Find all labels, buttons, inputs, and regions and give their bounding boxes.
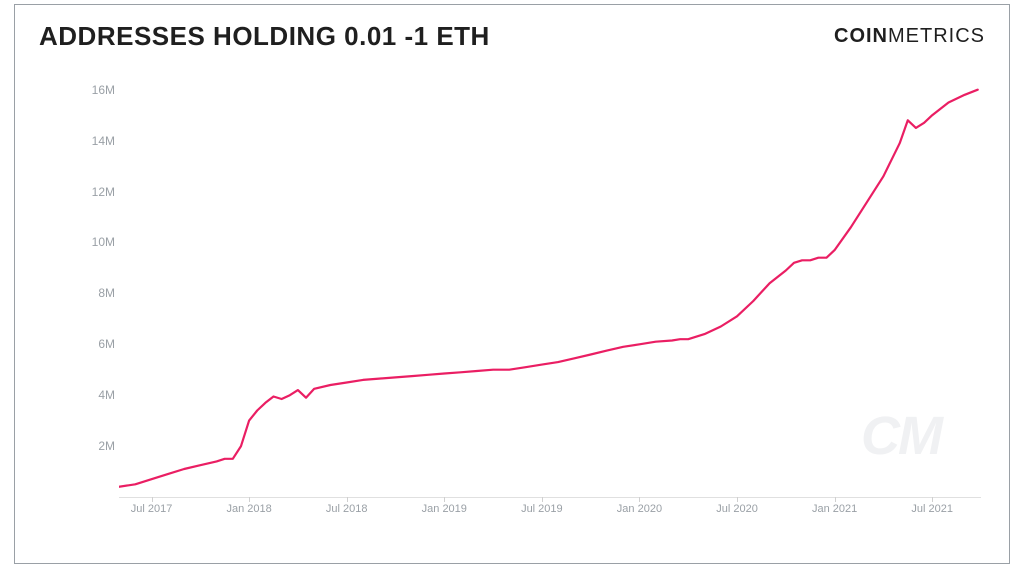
x-tick-label: Jul 2018 [326,503,368,515]
chart-area: CM 2M4M6M8M10M12M14M16MJul 2017Jan 2018J… [75,77,981,527]
y-tick-label: 10M [75,235,115,249]
y-tick-label: 12M [75,185,115,199]
line-series [119,77,981,497]
y-tick-label: 2M [75,439,115,453]
x-tick-label: Jan 2021 [812,503,857,515]
x-tick-label: Jan 2020 [617,503,662,515]
x-tick-mark [932,497,933,502]
y-tick-label: 16M [75,83,115,97]
x-tick-mark [249,497,250,502]
y-tick-label: 8M [75,286,115,300]
chart-title: ADDRESSES HOLDING 0.01 -1 ETH [39,21,490,52]
x-tick-label: Jan 2019 [422,503,467,515]
x-tick-mark [152,497,153,502]
x-tick-mark [542,497,543,502]
brand-light: METRICS [888,25,985,47]
x-tick-label: Jul 2020 [716,503,758,515]
brand-logo: COINMETRICS [834,25,985,48]
x-tick-label: Jul 2021 [911,503,953,515]
x-tick-mark [444,497,445,502]
x-tick-mark [639,497,640,502]
chart-header: ADDRESSES HOLDING 0.01 -1 ETH COINMETRIC… [39,21,985,52]
x-tick-mark [347,497,348,502]
chart-frame: ADDRESSES HOLDING 0.01 -1 ETH COINMETRIC… [14,4,1010,564]
brand-bold: COIN [834,25,888,47]
y-tick-label: 6M [75,337,115,351]
x-tick-label: Jan 2018 [226,503,271,515]
y-tick-label: 4M [75,388,115,402]
x-tick-label: Jul 2017 [131,503,173,515]
x-tick-mark [737,497,738,502]
plot-region [119,77,981,497]
x-tick-label: Jul 2019 [521,503,563,515]
x-tick-mark [835,497,836,502]
y-tick-label: 14M [75,134,115,148]
